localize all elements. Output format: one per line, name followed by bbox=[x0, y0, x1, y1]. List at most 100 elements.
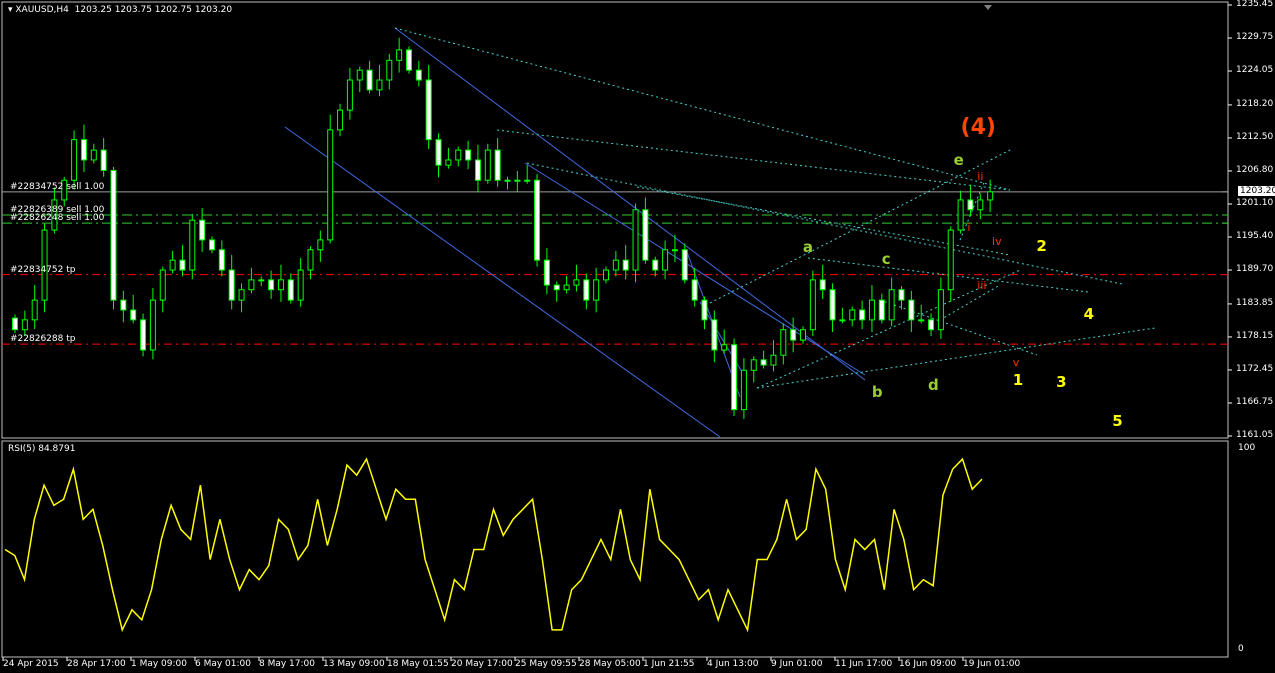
candle-body bbox=[406, 49, 412, 71]
candle-body bbox=[573, 279, 580, 286]
candle-body bbox=[159, 269, 166, 301]
time-axis-label: 16 Jun 09:00 bbox=[899, 659, 957, 669]
price-axis-label: 1195.40 bbox=[1236, 231, 1274, 241]
candle-body bbox=[51, 199, 58, 231]
price-axis-label: 1218.20 bbox=[1236, 98, 1274, 109]
candle-body bbox=[31, 299, 38, 321]
candle-body bbox=[465, 149, 472, 161]
candle-body bbox=[888, 289, 895, 321]
wave-label: e bbox=[953, 151, 964, 170]
candle-body bbox=[494, 149, 501, 181]
order-label[interactable]: #22826389 sell 1.00 bbox=[10, 204, 105, 215]
candle-body bbox=[110, 169, 117, 301]
time-axis-label: 11 Jun 17:00 bbox=[835, 659, 893, 669]
candle-body bbox=[218, 249, 225, 271]
price-axis-label: 1224.05 bbox=[1236, 65, 1274, 76]
candle-body bbox=[386, 59, 393, 81]
time-axis-label: 8 May 17:00 bbox=[259, 659, 315, 669]
rsi-axis-label: 0 bbox=[1238, 644, 1244, 654]
candle-body bbox=[90, 149, 97, 161]
candle-body bbox=[662, 249, 669, 271]
price-axis-label: 1166.75 bbox=[1236, 396, 1274, 407]
candle-body bbox=[632, 209, 639, 271]
rsi-axis-label: 100 bbox=[1238, 443, 1256, 453]
dropdown-triangle-icon[interactable]: ▾ bbox=[8, 5, 16, 15]
candle-body bbox=[524, 179, 531, 182]
order-label[interactable]: #22826288 tp bbox=[10, 334, 76, 345]
candle-body bbox=[21, 319, 28, 331]
candle-body bbox=[71, 139, 78, 181]
wave-label: 4 bbox=[1083, 304, 1095, 323]
candle-body bbox=[868, 299, 875, 321]
candle-body bbox=[189, 219, 196, 271]
candle-body bbox=[366, 69, 373, 91]
order-label[interactable]: #22834752 tp bbox=[10, 264, 76, 275]
candle-body bbox=[474, 159, 481, 181]
dotted-channel-line bbox=[496, 129, 1011, 191]
candle-body bbox=[987, 191, 994, 201]
current-price-tag: 1203.20 bbox=[1238, 186, 1275, 196]
candle-body bbox=[297, 269, 304, 301]
candle-body bbox=[849, 309, 856, 321]
candle-body bbox=[287, 279, 294, 301]
candle-body bbox=[967, 199, 974, 211]
candle-body bbox=[681, 249, 688, 281]
candle-body bbox=[258, 279, 265, 282]
candle-body bbox=[484, 149, 491, 181]
candle-body bbox=[583, 279, 590, 301]
candle-body bbox=[543, 259, 550, 286]
candle-body bbox=[268, 279, 275, 291]
time-axis-label: 28 May 05:00 bbox=[579, 659, 641, 669]
order-label[interactable]: #22826248 sell 1.00 bbox=[10, 213, 105, 224]
price-axis-label: 1212.50 bbox=[1236, 131, 1274, 142]
candle-body bbox=[622, 259, 629, 271]
price-axis-label: 1178.15 bbox=[1236, 330, 1274, 341]
candle-body bbox=[100, 149, 107, 171]
candle-body bbox=[819, 279, 826, 291]
candle-body bbox=[120, 299, 127, 311]
wave-label: (4) bbox=[960, 114, 996, 140]
wave-label: v bbox=[1012, 356, 1020, 370]
candle-body bbox=[425, 79, 432, 141]
time-axis-label: 1 May 09:00 bbox=[131, 659, 187, 669]
price-axis-label: 1229.75 bbox=[1236, 32, 1274, 43]
candle-body bbox=[130, 309, 137, 321]
candle-body bbox=[721, 344, 728, 351]
candle-body bbox=[337, 109, 344, 131]
candle-body bbox=[41, 229, 48, 301]
wave-label: 2 bbox=[1036, 237, 1047, 256]
candle-body bbox=[346, 79, 353, 111]
candle-body bbox=[376, 79, 383, 91]
price-axis-label: 1183.85 bbox=[1236, 297, 1274, 308]
candle-body bbox=[829, 289, 836, 321]
trendline bbox=[394, 27, 866, 381]
time-axis-label: 18 May 01:55 bbox=[387, 659, 449, 669]
candle-body bbox=[307, 249, 314, 271]
candle-body bbox=[977, 199, 984, 211]
candle-body bbox=[612, 259, 619, 271]
candle-body bbox=[603, 269, 609, 281]
order-label[interactable]: #22834752 sell 1.00 bbox=[10, 181, 105, 192]
candle-body bbox=[928, 319, 935, 331]
dotted-channel-line bbox=[394, 27, 1011, 191]
wave-label: iv bbox=[992, 234, 1002, 248]
candle-body bbox=[800, 329, 806, 341]
candle-body bbox=[671, 249, 678, 252]
candle-body bbox=[760, 359, 767, 366]
candle-body bbox=[445, 159, 452, 166]
time-axis-label: 13 May 09:00 bbox=[323, 659, 385, 669]
rsi-line bbox=[4, 457, 983, 633]
candle-body bbox=[770, 354, 777, 366]
candle-body bbox=[957, 199, 964, 231]
symbol-label: XAUUSD,H4 bbox=[15, 5, 69, 15]
candle-body bbox=[61, 179, 68, 201]
price-axis-label: 1235.45 bbox=[1236, 0, 1274, 9]
time-axis-label: 24 Apr 2015 bbox=[3, 659, 59, 669]
wave-label: iii bbox=[977, 278, 987, 292]
candle-body bbox=[740, 369, 747, 411]
time-axis-label: 20 May 17:00 bbox=[451, 659, 513, 669]
candle-body bbox=[701, 299, 708, 321]
candle-body bbox=[199, 219, 206, 241]
dotted-channel-line bbox=[959, 179, 986, 241]
